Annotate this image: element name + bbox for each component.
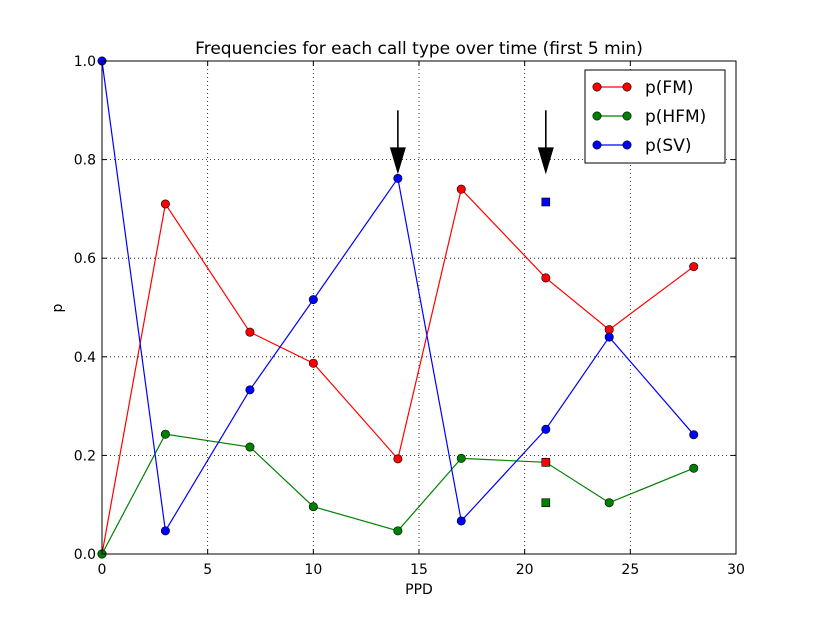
data-point xyxy=(456,516,466,526)
data-point xyxy=(541,273,551,283)
series-phfm xyxy=(97,429,699,559)
legend-label: p(FM) xyxy=(645,78,694,98)
legend-entry: p(SV) xyxy=(592,136,691,156)
legend-marker xyxy=(622,82,632,92)
x-tick-label: 25 xyxy=(621,562,639,578)
chart-title: Frequencies for each call type over time… xyxy=(195,39,643,59)
legend: p(FM) p(HFM) p(SV) xyxy=(584,69,726,164)
data-point xyxy=(393,173,403,183)
data-point xyxy=(245,442,255,452)
square-marker xyxy=(541,458,551,467)
y-tick-label: 1.0 xyxy=(74,54,96,70)
annotation-layer xyxy=(389,110,554,175)
data-point xyxy=(541,424,551,434)
data-point xyxy=(393,454,403,464)
legend-marker xyxy=(592,82,602,92)
legend-marker xyxy=(592,111,602,121)
data-point xyxy=(308,358,318,368)
x-tick-label: 20 xyxy=(516,562,534,578)
annotation-arrow xyxy=(537,110,554,175)
x-tick-label: 30 xyxy=(727,562,745,578)
legend-entry: p(FM) xyxy=(592,78,694,98)
square-marker xyxy=(541,197,551,207)
data-point xyxy=(689,430,699,440)
square-marker xyxy=(541,498,551,508)
y-tick-label: 0.2 xyxy=(74,448,96,464)
series-layer xyxy=(97,56,699,559)
data-point xyxy=(160,526,170,536)
arrow-head xyxy=(537,147,554,175)
legend-marker xyxy=(622,111,632,121)
legend-entry: p(HFM) xyxy=(592,107,706,127)
data-point xyxy=(308,502,318,512)
arrow-head xyxy=(389,147,406,175)
x-tick-label: 10 xyxy=(304,562,322,578)
legend-marker xyxy=(592,140,602,150)
data-point xyxy=(456,184,466,194)
series-pfm xyxy=(97,184,699,559)
series-psv xyxy=(97,56,699,536)
data-point xyxy=(604,498,614,508)
data-point xyxy=(689,463,699,473)
annotation-arrow xyxy=(389,110,406,175)
y-tick-label: 0.4 xyxy=(74,350,96,366)
data-point xyxy=(245,327,255,337)
x-tick-label: 5 xyxy=(203,562,212,578)
x-tick-label: 0 xyxy=(98,562,107,578)
x-axis-label: PPD xyxy=(405,582,433,598)
y-tick-label: 0.8 xyxy=(74,153,96,169)
data-point xyxy=(689,262,699,272)
legend-label: p(SV) xyxy=(645,136,691,156)
data-point xyxy=(160,429,170,439)
ticks: 0 5 10 15 20 25 30 0.0 0.2 0.4 0.6 0.8 1.0 xyxy=(74,54,745,578)
x-tick-label: 15 xyxy=(410,562,428,578)
data-point xyxy=(456,453,466,463)
data-point xyxy=(393,526,403,536)
legend-marker xyxy=(622,140,632,150)
y-tick-label: 0.6 xyxy=(74,251,96,267)
legend-label: p(HFM) xyxy=(645,107,706,127)
data-point xyxy=(245,385,255,395)
y-axis-label: p xyxy=(50,303,66,312)
data-point xyxy=(160,199,170,209)
y-tick-label: 0.0 xyxy=(74,547,96,563)
data-point xyxy=(604,332,614,342)
data-point xyxy=(308,295,318,305)
